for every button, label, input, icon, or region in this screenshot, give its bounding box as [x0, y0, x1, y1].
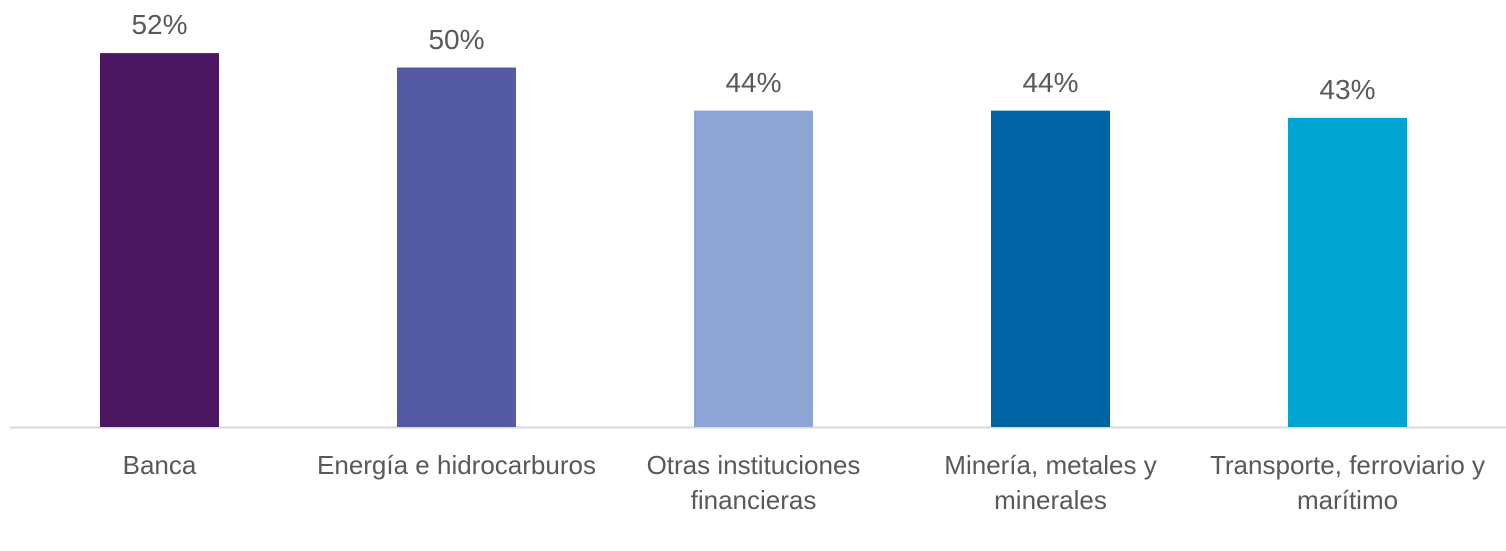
value-label: 52%	[131, 9, 188, 41]
bar	[397, 67, 516, 427]
value-label: 44%	[725, 66, 782, 98]
x-tick-label: Banca	[122, 450, 197, 480]
bar	[1288, 117, 1407, 427]
value-label: 50%	[428, 23, 485, 55]
x-tick-label: Otras instituciones financieras	[646, 450, 861, 515]
x-tick-label: Energía e hidrocarburos	[317, 450, 596, 480]
value-label: 44%	[1022, 66, 1079, 98]
bar	[100, 53, 219, 428]
bar	[991, 110, 1110, 427]
value-label: 43%	[1319, 73, 1376, 105]
bar	[694, 110, 813, 427]
x-tick-label: Transporte, ferroviario y marítimo	[1209, 450, 1486, 515]
x-tick-label: Minería, metales y minerales	[944, 450, 1157, 515]
